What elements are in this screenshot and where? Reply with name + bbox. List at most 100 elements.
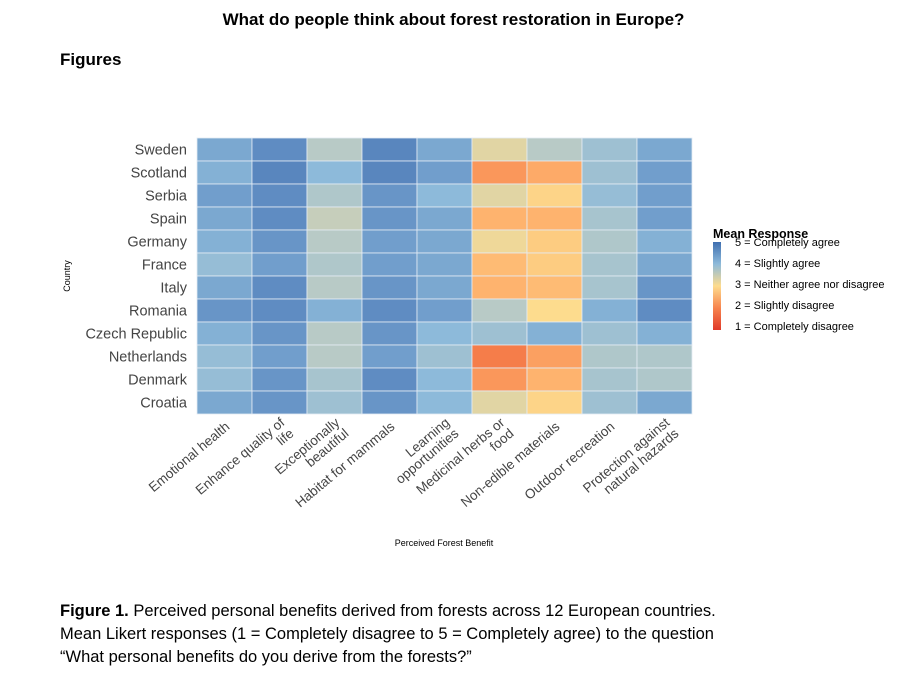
page-title: What do people think about forest restor… xyxy=(222,10,685,29)
caption-text-2: Mean Likert responses (1 = Completely di… xyxy=(60,625,714,643)
heatmap-cell xyxy=(416,183,473,208)
heatmap-cell xyxy=(581,252,638,277)
section-heading: Figures xyxy=(60,50,122,69)
y-tick-label: France xyxy=(142,258,187,274)
heatmap-cell xyxy=(581,229,638,254)
heatmap-cell xyxy=(636,160,693,185)
heatmap-cell xyxy=(251,321,308,346)
heatmap-cell xyxy=(471,206,528,231)
heatmap-cell xyxy=(581,275,638,300)
heatmap-cell xyxy=(581,390,638,415)
heatmap-cell xyxy=(526,321,583,346)
heatmap-cell xyxy=(471,344,528,369)
y-tick-labels: Sweden Scotland Serbia Spain Germany France It… xyxy=(85,143,187,412)
heatmap-cell xyxy=(306,229,363,254)
heatmap-cell xyxy=(636,321,693,346)
heatmap-cell xyxy=(471,252,528,277)
legend-item: 1 = Completely disagree xyxy=(735,321,854,333)
heatmap-cell xyxy=(416,321,473,346)
legend-labels: 5 = Completely agree 4 = Slightly agree 3 … xyxy=(721,237,885,333)
x-tick-label-line: Emotional health xyxy=(146,419,233,495)
heatmap-cell xyxy=(416,137,473,162)
legend-item: 3 = Neither agree nor disagree xyxy=(735,279,885,291)
y-tick-label: Sweden xyxy=(135,143,187,159)
heatmap-cell xyxy=(196,229,253,254)
heatmap-cell xyxy=(361,229,418,254)
heatmap-cell xyxy=(636,183,693,208)
heatmap-cell xyxy=(196,137,253,162)
caption-label: Figure 1. xyxy=(60,602,129,620)
x-tick-label: Learningopportunities xyxy=(384,415,462,487)
heatmap-cell xyxy=(581,367,638,392)
heatmap-cell xyxy=(471,367,528,392)
heatmap-cell xyxy=(526,390,583,415)
y-tick-label: Czech Republic xyxy=(85,327,187,343)
heatmap-cell xyxy=(306,367,363,392)
heatmap-cell xyxy=(251,206,308,231)
y-tick-label: Spain xyxy=(150,212,187,228)
y-tick-label: Croatia xyxy=(140,396,188,412)
heatmap-cell xyxy=(581,344,638,369)
heatmap-cell xyxy=(416,275,473,300)
heatmap-cell xyxy=(416,252,473,277)
heatmap-cell xyxy=(636,137,693,162)
heatmap-cell xyxy=(251,390,308,415)
heatmap-cell xyxy=(636,275,693,300)
y-tick-label: Romania xyxy=(129,304,188,320)
heatmap-cell xyxy=(306,298,363,323)
heatmap-cell xyxy=(196,298,253,323)
heatmap-cell xyxy=(361,275,418,300)
figure-caption: Figure 1. Perceived personal benefits de… xyxy=(60,600,860,669)
heatmap-cell xyxy=(251,160,308,185)
heatmap-cell xyxy=(526,137,583,162)
heatmap-cell xyxy=(636,252,693,277)
heatmap-cell xyxy=(196,344,253,369)
heatmap-cell xyxy=(471,390,528,415)
heatmap-cell xyxy=(471,275,528,300)
heatmap-cell xyxy=(636,298,693,323)
heatmap-cell xyxy=(306,390,363,415)
y-axis-title: Country xyxy=(62,260,72,292)
heatmap-cell xyxy=(471,321,528,346)
heatmap-cell xyxy=(306,137,363,162)
x-axis-title: Perceived Forest Benefit xyxy=(395,538,494,548)
heatmap-cell xyxy=(196,252,253,277)
heatmap-cell xyxy=(636,206,693,231)
heatmap-cell xyxy=(526,344,583,369)
x-tick-label: Outdoor recreation xyxy=(522,419,618,503)
heatmap-cell xyxy=(251,229,308,254)
heatmap-cell xyxy=(526,298,583,323)
heatmap-cell xyxy=(361,344,418,369)
y-tick-label: Scotland xyxy=(131,166,187,182)
heatmap-cell xyxy=(251,367,308,392)
heatmap-cell xyxy=(306,275,363,300)
heatmap-cell xyxy=(416,160,473,185)
heatmap-cell xyxy=(581,298,638,323)
x-tick-label-line: Enhance quality of xyxy=(193,415,288,498)
heatmap-cell xyxy=(636,344,693,369)
heatmap-cell xyxy=(526,206,583,231)
heatmap-cell xyxy=(361,183,418,208)
heatmap-cell xyxy=(361,298,418,323)
y-tick-label: Netherlands xyxy=(109,350,187,366)
heatmap-cell xyxy=(306,206,363,231)
caption-text-3: “What personal benefits do you derive fr… xyxy=(60,648,472,666)
heatmap-cell xyxy=(196,206,253,231)
heatmap-cell xyxy=(416,367,473,392)
y-tick-label: Denmark xyxy=(128,373,188,389)
heatmap-cell xyxy=(526,275,583,300)
legend-item: 5 = Completely agree xyxy=(735,237,840,249)
legend-colorbar xyxy=(713,242,721,330)
heatmap-cell xyxy=(196,390,253,415)
heatmap-cells xyxy=(196,137,693,415)
heatmap-cell xyxy=(196,160,253,185)
heatmap-cell xyxy=(526,229,583,254)
y-tick-label: Italy xyxy=(160,281,187,297)
heatmap-cell xyxy=(636,390,693,415)
heatmap-cell xyxy=(471,229,528,254)
y-tick-label: Serbia xyxy=(145,189,188,205)
heatmap-cell xyxy=(581,206,638,231)
legend-item: 2 = Slightly disagree xyxy=(735,300,834,312)
